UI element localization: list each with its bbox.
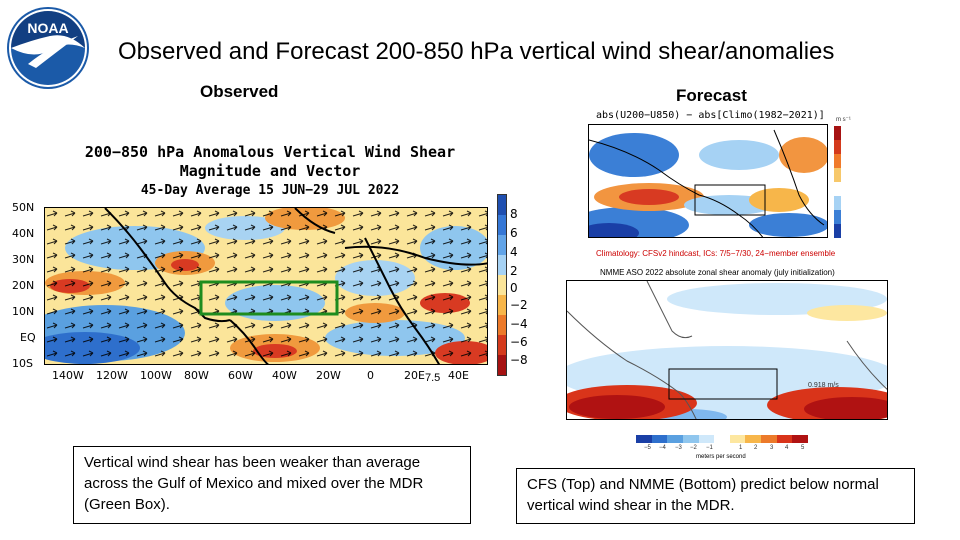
nmme-colorbar-label: −1 <box>706 445 713 451</box>
nmme-box-annotation: 0.918 m/s <box>808 382 839 389</box>
lon-label: 120W <box>96 369 128 382</box>
nmme-colorbar-label: −3 <box>675 445 682 451</box>
observed-map-period: 45-Day Average 15 JUN−29 JUL 2022 <box>140 183 400 198</box>
observed-shear-field <box>45 208 487 364</box>
cfs-units-label: m s⁻¹ <box>836 117 851 123</box>
logo-text: NOAA <box>27 20 68 36</box>
noaa-logo: NOAA <box>7 7 89 89</box>
lon-label: 100W <box>140 369 172 382</box>
lon-label: 0 <box>367 369 374 382</box>
nmme-shear-field <box>567 281 887 419</box>
cfs-shear-field <box>589 125 827 237</box>
lon-label: 40E <box>448 369 469 382</box>
nmme-colorbar-label: 2 <box>754 445 758 451</box>
lon-label: 60W <box>228 369 253 382</box>
lon-label: 20E <box>404 369 425 382</box>
lat-label: 40N <box>12 227 35 240</box>
nmme-colorbar <box>636 435 809 443</box>
colorbar-label: 4 <box>510 245 518 259</box>
observed-summary-box: Vertical wind shear has been weaker than… <box>73 446 471 524</box>
nmme-forecast-panel: NMME ASO 2022 absolute zonal shear anoma… <box>536 266 896 466</box>
observed-colorbar <box>497 194 507 376</box>
slide-title: Observed and Forecast 200-850 hPa vertic… <box>118 38 835 65</box>
observed-heading: Observed <box>200 82 279 101</box>
nmme-map <box>566 280 888 420</box>
observed-shear-map-panel: 200−850 hPa Anomalous Vertical Wind Shea… <box>10 140 530 395</box>
nmme-colorbar-label: −5 <box>644 445 651 451</box>
forecast-heading: Forecast <box>676 86 747 105</box>
lat-label: 30N <box>12 253 35 266</box>
observed-map-subtitle: Magnitude and Vector <box>179 162 361 180</box>
lon-label: 40W <box>272 369 297 382</box>
lon-label: 140W <box>52 369 84 382</box>
mdr-green-box <box>199 280 339 316</box>
cfs-map <box>588 124 828 238</box>
colorbar-label: −6 <box>510 335 528 349</box>
nmme-colorbar-label: 5 <box>801 445 805 451</box>
colorbar-label: 2 <box>510 264 518 278</box>
colorbar-label: −2 <box>510 298 528 312</box>
nmme-colorbar-label: −2 <box>690 445 697 451</box>
lat-label: 10S <box>12 357 33 370</box>
colorbar-label: 8 <box>510 207 518 221</box>
cfs-caption: Climatology: CFSv2 hindcast, ICs: 7/5−7/… <box>596 249 836 258</box>
lat-label: 10N <box>12 305 35 318</box>
colorbar-label: −8 <box>510 353 528 367</box>
lon-label: 20W <box>316 369 341 382</box>
nmme-units-label: meters per second <box>696 454 746 460</box>
lat-label: EQ <box>20 331 36 344</box>
colorbar-label: 0 <box>510 281 518 295</box>
observed-map-title: 200−850 hPa Anomalous Vertical Wind Shea… <box>84 143 456 161</box>
vector-reference-label: 7.5 <box>425 372 441 384</box>
cfs-forecast-panel: abs(U200−U850) − abs[Climo(1982−2021)] <box>566 108 851 266</box>
nmme-colorbar-label: −4 <box>659 445 666 451</box>
nmme-colorbar-label: 1 <box>739 445 743 451</box>
forecast-summary-box: CFS (Top) and NMME (Bottom) predict belo… <box>516 468 915 524</box>
colorbar-label: 6 <box>510 226 518 240</box>
lat-label: 50N <box>12 201 35 214</box>
colorbar-label: −4 <box>510 317 528 331</box>
nmme-colorbar-label: 3 <box>770 445 774 451</box>
cfs-map-title: abs(U200−U850) − abs[Climo(1982−2021)] <box>596 110 825 121</box>
nmme-colorbar-label: 4 <box>785 445 789 451</box>
observed-shear-map <box>44 207 488 365</box>
nmme-map-title: NMME ASO 2022 absolute zonal shear anoma… <box>600 268 835 277</box>
cfs-colorbar <box>834 126 841 238</box>
lon-label: 80W <box>184 369 209 382</box>
lat-label: 20N <box>12 279 35 292</box>
